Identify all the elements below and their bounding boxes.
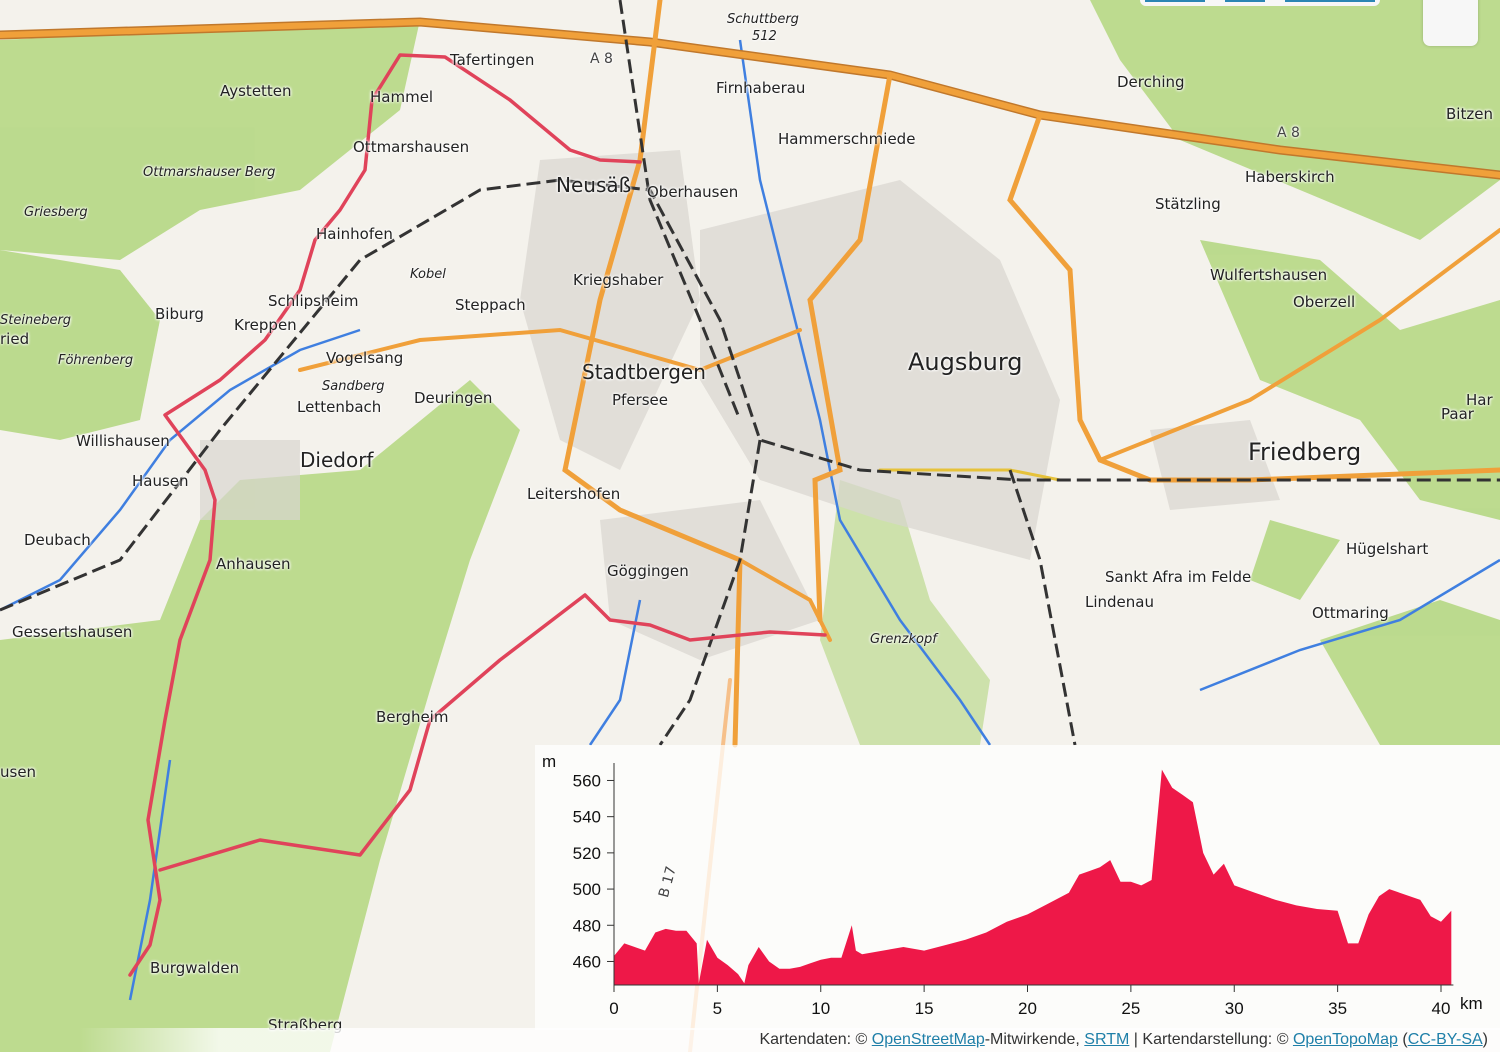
y-tick-label: 560 — [573, 771, 601, 790]
place-label: Biburg — [155, 305, 204, 323]
place-label: Griesberg — [24, 205, 88, 220]
attribution-text: -Mitwirkende, — [984, 1031, 1085, 1048]
place-label: Gessertshausen — [12, 623, 133, 641]
attribution-text: | Kartendarstellung: © — [1129, 1031, 1293, 1048]
place-label: Ottmarshauser Berg — [143, 165, 276, 180]
place-label: Haberskirch — [1245, 168, 1335, 186]
place-label: Steineberg — [0, 313, 72, 328]
layer-toolbar[interactable] — [1140, 0, 1380, 6]
toolbar-button[interactable] — [1145, 0, 1205, 2]
place-label: Hausen — [132, 472, 189, 490]
place-label: Bergheim — [376, 708, 449, 726]
place-label: Oberzell — [1293, 293, 1356, 311]
place-label: Kreppen — [234, 316, 297, 334]
x-tick-label: 5 — [713, 999, 722, 1018]
road-label: A 8 — [590, 51, 613, 67]
place-label: Pfersee — [612, 391, 668, 409]
place-label: Willishausen — [76, 432, 170, 450]
place-label: Burgwalden — [150, 959, 240, 977]
place-label: Leitershofen — [527, 485, 621, 503]
place-label: Kobel — [410, 267, 446, 282]
place-label: Derching — [1117, 73, 1185, 91]
x-tick-label: 20 — [1018, 999, 1037, 1018]
place-label: Föhrenberg — [58, 353, 134, 368]
place-label: Paar — [1441, 405, 1474, 423]
place-label: Lindenau — [1085, 593, 1154, 611]
place-label: Hainhofen — [316, 225, 393, 243]
place-label: Anhausen — [216, 555, 291, 573]
opentopomap-link[interactable]: OpenTopoMap — [1292, 1031, 1398, 1048]
x-tick-label: 30 — [1225, 999, 1244, 1018]
place-label: Schuttberg — [727, 12, 799, 27]
place-label: Stätzling — [1155, 195, 1221, 213]
place-label: Firnhaberau — [716, 79, 806, 97]
x-tick-label: 15 — [915, 999, 934, 1018]
place-label: Vogelsang — [326, 349, 404, 367]
x-tick-label: 40 — [1432, 999, 1451, 1018]
place-label: Hammel — [370, 88, 434, 106]
elevation-chart: 460 480 500 520 540 560 0 5 10 15 20 25 30 35 40 m km — [542, 752, 1483, 1018]
toolbar-button[interactable] — [1225, 0, 1265, 2]
place-label: Ottmaring — [1312, 604, 1389, 622]
place-label: Sandberg — [322, 379, 385, 394]
place-label: Lettenbach — [297, 398, 382, 416]
place-label: Wulfertshausen — [1210, 266, 1328, 284]
x-tick-label: 25 — [1121, 999, 1140, 1018]
elevation-label: 512 — [752, 29, 777, 44]
place-label: Schlipsheim — [268, 292, 359, 310]
place-label: Göggingen — [607, 562, 689, 580]
route-track — [128, 53, 827, 977]
place-label: Hammerschmiede — [778, 130, 916, 148]
place-label: Stadtbergen — [582, 360, 706, 384]
x-tick-label: 0 — [609, 999, 618, 1018]
toolbar-button[interactable] — [1285, 0, 1375, 2]
attribution-text: ) — [1482, 1031, 1488, 1048]
srtm-link[interactable]: SRTM — [1084, 1031, 1130, 1048]
elevation-area — [614, 769, 1452, 985]
y-tick-label: 460 — [573, 952, 601, 971]
map-control-panel[interactable] — [1423, 0, 1478, 46]
y-tick-label: 500 — [573, 880, 601, 899]
place-label-augsburg: Augsburg — [908, 348, 1023, 376]
place-label: Steppach — [455, 296, 526, 314]
attribution-text: Kartendaten: © — [759, 1031, 872, 1048]
place-label: Hügelshart — [1346, 540, 1429, 558]
openstreetmap-link[interactable]: OpenStreetMap — [871, 1031, 985, 1048]
place-label: Tafertingen — [450, 51, 535, 69]
place-label: Bitzen — [1446, 105, 1493, 123]
place-label: Neusäß — [556, 173, 632, 197]
place-label: Deuringen — [414, 389, 493, 407]
place-label: usen — [0, 763, 37, 781]
place-label: Oberhausen — [647, 183, 739, 201]
place-label: ried — [0, 330, 30, 348]
place-label: Har — [1466, 391, 1493, 409]
x-tick-label: 35 — [1328, 999, 1347, 1018]
place-label: Deubach — [24, 531, 91, 549]
y-axis-unit: m — [542, 752, 556, 771]
railways — [0, 0, 1500, 746]
x-axis-unit: km — [1460, 994, 1483, 1013]
urban-areas — [200, 150, 1280, 660]
attribution-text: ( — [1397, 1031, 1408, 1048]
place-label-friedberg: Friedberg — [1248, 438, 1362, 466]
elevation-profile[interactable]: 460 480 500 520 540 560 0 5 10 15 20 25 30 35 40 m km — [535, 745, 1500, 1030]
y-tick-label: 480 — [573, 916, 601, 935]
map-attribution: Kartendaten: © OpenStreetMap-Mitwirkende… — [79, 1028, 1500, 1052]
place-label: Sankt Afra im Felde — [1105, 568, 1252, 586]
place-label: Kriegshaber — [573, 271, 664, 289]
license-link[interactable]: CC-BY-SA — [1407, 1031, 1483, 1048]
place-label: Diedorf — [300, 448, 374, 472]
place-label: Grenzkopf — [870, 632, 937, 647]
y-tick-label: 520 — [573, 844, 601, 863]
place-label: Ottmarshausen — [353, 138, 470, 156]
place-label: Aystetten — [220, 82, 292, 100]
y-tick-label: 540 — [573, 808, 601, 827]
road-label: A 8 — [1277, 125, 1300, 141]
x-tick-label: 10 — [811, 999, 830, 1018]
